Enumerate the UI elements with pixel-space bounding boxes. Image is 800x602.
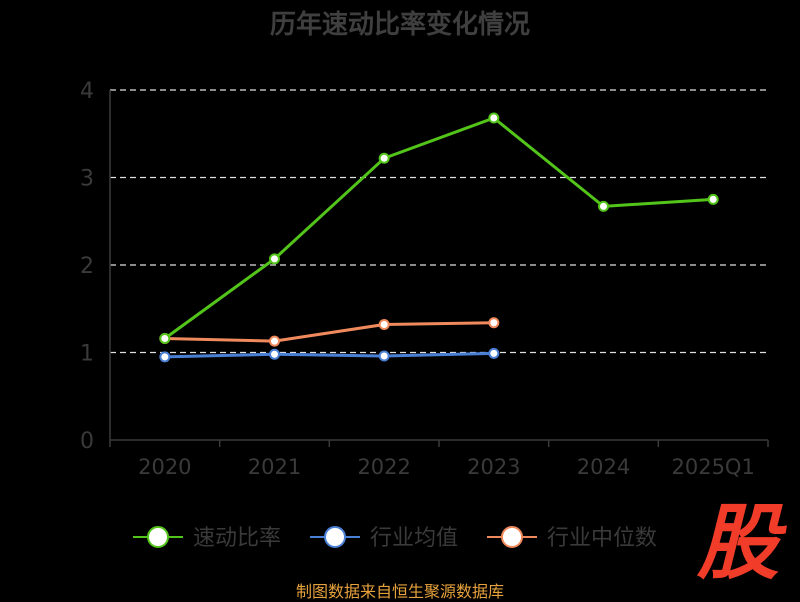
legend-label: 行业中位数 [547, 526, 657, 551]
data-point [159, 333, 171, 344]
y-tick-label: 0 [80, 429, 94, 454]
data-point [598, 200, 609, 212]
data-point [269, 348, 280, 360]
y-tick-label: 3 [80, 167, 94, 192]
data-point [378, 350, 390, 362]
x-tick-label: 2022 [357, 455, 410, 479]
legend-marker [324, 526, 346, 548]
y-tick-label: 2 [80, 254, 94, 279]
series-line [163, 116, 714, 340]
x-tick-label: 2021 [248, 455, 301, 479]
source-note: 制图数据来自恒生聚源数据库 [295, 582, 504, 601]
series-line [164, 351, 494, 359]
y-tick-label: 1 [80, 342, 94, 367]
x-tick-label: 2024 [577, 455, 630, 479]
data-point [378, 152, 390, 164]
data-point [707, 193, 719, 205]
legend-label: 速动比率 [193, 526, 281, 551]
data-point [488, 112, 500, 124]
watermark-logo: 股 [697, 496, 779, 591]
data-point [159, 351, 171, 363]
series-line [164, 321, 494, 343]
y-tick-label: 4 [80, 79, 94, 104]
x-tick-label: 2025Q1 [671, 455, 754, 479]
chart-title: 历年速动比率变化情况 [269, 10, 530, 40]
x-tick-label: 2023 [467, 455, 520, 479]
legend-marker [501, 526, 523, 548]
data-point [269, 253, 280, 265]
data-point [269, 335, 280, 347]
data-point [488, 347, 500, 359]
data-point [488, 317, 500, 329]
legend-marker [147, 526, 169, 548]
legend-label: 行业均值 [370, 526, 458, 551]
x-tick-label: 2020 [138, 455, 191, 479]
data-point [378, 319, 390, 330]
